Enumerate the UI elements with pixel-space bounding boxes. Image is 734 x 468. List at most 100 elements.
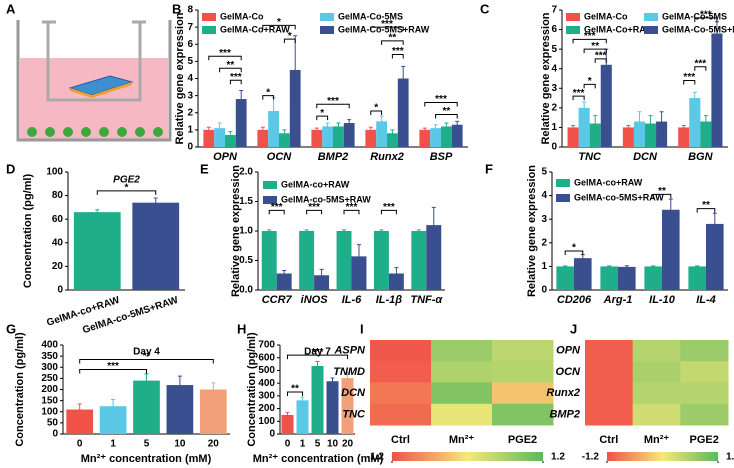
significance-label: ** (702, 200, 710, 211)
x-tick-label: BGN (688, 151, 714, 163)
bar (203, 129, 215, 147)
y-tick-label: 0 (541, 285, 547, 296)
significance-label: *** (683, 72, 695, 83)
error-bar (300, 396, 305, 404)
y-tick-label: 500 (258, 365, 275, 376)
error-bar (582, 101, 587, 115)
bar (199, 389, 227, 434)
y-axis-label: Concentration (pg/ml) (246, 332, 258, 447)
bar (276, 273, 292, 290)
y-tick-label: 5 (187, 56, 193, 67)
error-bar (342, 229, 347, 233)
legend-swatch (644, 26, 658, 34)
significance-label: ** (291, 384, 299, 395)
significance-bracket (262, 95, 275, 100)
colorbar-tick-label: 1.2 (551, 452, 565, 463)
significance-label: *** (694, 58, 706, 69)
bar (322, 126, 333, 147)
error-bar (648, 115, 653, 132)
bar (430, 128, 441, 147)
significance-label: *** (327, 96, 339, 107)
significance-bracket (564, 250, 584, 256)
bar (689, 98, 701, 147)
y-axis-label: Concentration (pg/ml) (14, 332, 26, 447)
bar (326, 381, 339, 434)
legend-swatch (566, 26, 580, 34)
error-bar (624, 265, 629, 269)
y-tick-label: 0 (551, 142, 557, 153)
row-label: Runx2 (546, 387, 580, 399)
heatmap-cell (632, 340, 681, 362)
error-bar (607, 265, 612, 268)
y-tick-label: 2 (187, 107, 193, 118)
y-tick-label: 8 (187, 5, 193, 16)
y-tick-label: 60 (52, 214, 64, 225)
panel-label: I (360, 321, 364, 336)
error-bar (356, 244, 361, 269)
significance-label: *** (584, 31, 596, 42)
bar (311, 129, 323, 147)
bar (419, 129, 431, 147)
legend-swatch (644, 13, 658, 21)
significance-label: *** (346, 202, 358, 213)
row-label: TNMD (333, 366, 365, 378)
error-bar (651, 265, 656, 268)
significance-bracket (306, 209, 323, 215)
heatmap-cell (431, 361, 493, 383)
significance-bracket (316, 115, 329, 121)
y-tick-label: 4 (541, 190, 547, 201)
y-tick-label: 150 (41, 395, 58, 406)
error-bar (144, 373, 149, 388)
bar (235, 99, 247, 147)
significance-bracket (268, 209, 285, 215)
error-bar (282, 270, 287, 277)
bar (622, 127, 634, 147)
y-tick-label: 1 (187, 125, 193, 136)
heatmap-cell (585, 382, 634, 405)
y-tick-label: 0 (187, 142, 193, 153)
x-tick-label: CCR7 (262, 294, 293, 306)
y-tick-label: 3 (187, 90, 193, 101)
y-tick-label: 50 (47, 418, 59, 429)
significance-label: * (572, 243, 576, 254)
x-tick-label: DCN (633, 151, 658, 163)
error-bar (293, 35, 298, 105)
error-bar (319, 268, 324, 282)
y-tick-label: 0.0 (239, 285, 253, 296)
y-tick-label: 1 (541, 261, 547, 272)
error-bar (285, 411, 290, 418)
y-tick-label: 5 (551, 44, 557, 55)
x-tick-label: 10 (327, 439, 339, 450)
heatmap-cell (632, 361, 681, 383)
significance-bracket (343, 209, 360, 215)
x-tick-label: 5 (315, 439, 321, 450)
heatmap-cell (585, 361, 634, 383)
bar (700, 121, 712, 147)
significance-label: *** (219, 48, 231, 59)
bar (688, 266, 706, 290)
y-axis-label: Relative gene expression (230, 165, 242, 297)
bar (567, 127, 579, 147)
significance-bracket (381, 40, 404, 45)
bar (257, 129, 269, 147)
legend-label: GelMA-co+RAW (574, 177, 643, 187)
legend-swatch (320, 26, 334, 34)
error-bar (345, 371, 350, 385)
subtitle: Day 7 (304, 347, 331, 358)
significance-label: *** (271, 202, 283, 213)
x-tick-label: IL-4 (696, 294, 716, 306)
significance-bracket (594, 58, 607, 63)
row-label: OPN (556, 345, 581, 357)
y-tick-label: 600 (258, 352, 275, 363)
x-tick-label: Runx2 (370, 151, 404, 163)
significance-label: *** (573, 88, 585, 99)
legend-swatch (320, 13, 334, 21)
significance-bracket (696, 208, 716, 213)
heatmap-cell (585, 403, 634, 426)
x-tick-label: CD206 (557, 294, 592, 306)
legend-swatch (556, 179, 570, 187)
row-label: DCN (341, 387, 366, 399)
significance-bracket (683, 79, 696, 85)
error-bar (217, 122, 222, 134)
bar (645, 123, 657, 147)
